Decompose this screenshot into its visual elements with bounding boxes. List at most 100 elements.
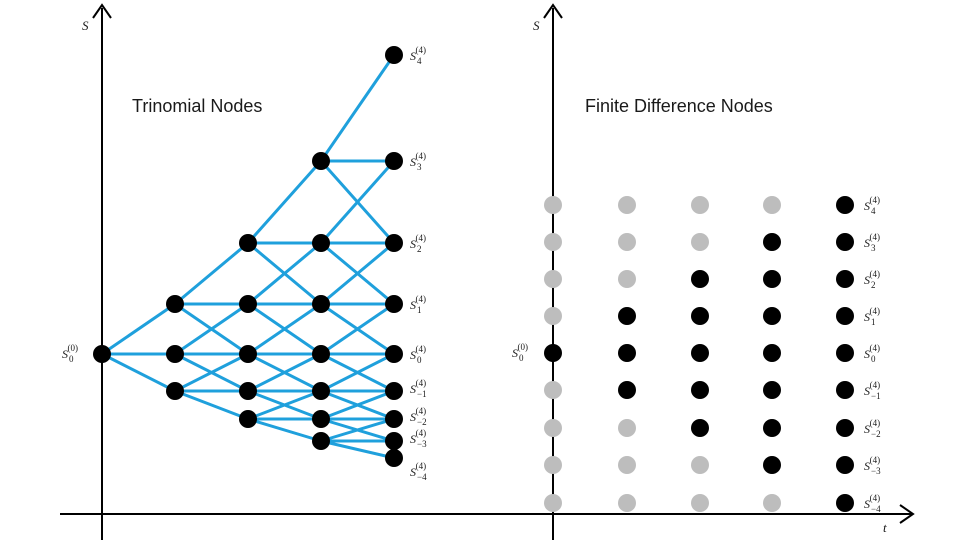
- left-y-axis-label: S: [82, 18, 89, 33]
- tree-terminal-label-sub: −4: [417, 472, 427, 482]
- fd-terminal-label: S1(4): [864, 306, 880, 327]
- tree-terminal-label-base: S: [410, 382, 416, 396]
- fd-node-active: [691, 419, 709, 437]
- fd-node-active: [836, 494, 854, 512]
- fd-node-active: [618, 381, 636, 399]
- tree-terminal-label-base: S: [410, 237, 416, 251]
- tree-start-label-base: S: [62, 347, 68, 361]
- trinomial-terminal-labels: S4(4)S3(4)S2(4)S1(4)S0(4)S−1(4)S−2(4)S−3…: [410, 45, 427, 482]
- tree-terminal-label-base: S: [410, 432, 416, 446]
- fd-node-active: [763, 307, 781, 325]
- tree-terminal-label-sup: (4): [416, 344, 427, 354]
- fd-node-inactive: [544, 494, 562, 512]
- fd-node-active: [836, 344, 854, 362]
- tree-edge: [246, 417, 323, 443]
- fd-node-inactive: [618, 419, 636, 437]
- tree-terminal-label-base: S: [410, 410, 416, 424]
- tree-edge: [319, 53, 396, 163]
- fd-terminal-label-sub: −1: [871, 391, 881, 401]
- tree-terminal-label: S−2(4): [410, 406, 427, 427]
- fd-node-active: [836, 270, 854, 288]
- fd-node-inactive: [618, 494, 636, 512]
- fd-node-inactive: [618, 196, 636, 214]
- tree-terminal-label-sup: (4): [416, 151, 427, 161]
- tree-node: [385, 432, 403, 450]
- fd-node-active: [763, 456, 781, 474]
- fd-terminal-label-base: S: [864, 497, 870, 511]
- tree-edge: [319, 389, 396, 421]
- tree-terminal-label-sup: (4): [416, 294, 427, 304]
- fd-terminal-label-sub: 4: [871, 206, 876, 216]
- tree-terminal-label: S−1(4): [410, 378, 427, 399]
- fd-terminal-label-sup: (4): [870, 493, 881, 503]
- tree-node: [385, 234, 403, 252]
- fd-node-inactive: [618, 270, 636, 288]
- finite-difference-nodes: [544, 196, 854, 512]
- tree-terminal-label-sub: 1: [417, 305, 422, 315]
- tree-terminal-label-base: S: [410, 155, 416, 169]
- tree-node: [312, 234, 330, 252]
- fd-terminal-label-base: S: [864, 347, 870, 361]
- fd-node-active: [763, 419, 781, 437]
- fd-terminal-label-sup: (4): [870, 306, 881, 316]
- tree-edge: [246, 302, 323, 356]
- tree-terminal-label-sub: −2: [417, 417, 427, 427]
- tree-node: [312, 432, 330, 450]
- fd-terminal-label-sub: −4: [871, 504, 881, 514]
- tree-node: [312, 345, 330, 363]
- fd-terminal-label-sup: (4): [870, 232, 881, 242]
- tree-terminal-label-sub: 3: [417, 162, 422, 172]
- fd-terminal-label: S3(4): [864, 232, 880, 253]
- fd-node-inactive: [544, 233, 562, 251]
- fd-node-active: [544, 344, 562, 362]
- tree-node: [166, 382, 184, 400]
- tree-terminal-label-base: S: [410, 465, 416, 479]
- tree-edge: [319, 417, 396, 443]
- tree-node: [93, 345, 111, 363]
- fd-terminal-label-sub: 3: [871, 243, 876, 253]
- fd-node-active: [836, 196, 854, 214]
- fd-start-label: S0(0): [512, 342, 528, 363]
- tree-terminal-label-sub: −3: [417, 439, 427, 449]
- tree-node: [312, 382, 330, 400]
- fd-node-active: [618, 307, 636, 325]
- tree-terminal-label-sup: (4): [416, 233, 427, 243]
- fd-node-active: [691, 307, 709, 325]
- tree-terminal-label: S−3(4): [410, 428, 427, 449]
- tree-node: [385, 382, 403, 400]
- fd-node-active: [763, 381, 781, 399]
- left-y-axis-arrowhead: [92, 3, 112, 19]
- tree-node: [239, 295, 257, 313]
- fd-node-active: [763, 344, 781, 362]
- fd-node-active: [836, 456, 854, 474]
- tree-edge: [246, 241, 323, 306]
- tree-terminal-label-base: S: [410, 298, 416, 312]
- tree-terminal-label-sup: (4): [416, 428, 427, 438]
- fd-node-inactive: [691, 456, 709, 474]
- fd-node-inactive: [618, 233, 636, 251]
- tree-edge: [319, 302, 396, 356]
- fd-terminal-label-sub: 0: [871, 354, 876, 364]
- tree-node: [385, 410, 403, 428]
- fd-terminal-label-sup: (4): [870, 380, 881, 390]
- trinomial-title: Trinomial Nodes: [132, 96, 262, 116]
- tree-node: [385, 152, 403, 170]
- tree-edge: [319, 439, 396, 460]
- fd-node-inactive: [544, 196, 562, 214]
- tree-terminal-label-sub: 0: [417, 355, 422, 365]
- fd-terminal-label: S2(4): [864, 269, 880, 290]
- fd-node-active: [691, 270, 709, 288]
- tree-edge: [100, 302, 177, 356]
- fd-node-active: [618, 344, 636, 362]
- tree-terminal-label: S3(4): [410, 151, 426, 172]
- tree-edge: [100, 352, 177, 393]
- tree-edge: [319, 241, 396, 306]
- fd-start-label-base: S: [512, 346, 518, 360]
- fd-start-label-sub: 0: [519, 353, 524, 363]
- tree-start-label-sub: 0: [69, 354, 74, 364]
- fd-node-active: [691, 344, 709, 362]
- fd-terminal-label: S−1(4): [864, 380, 881, 401]
- fd-node-inactive: [544, 381, 562, 399]
- tree-start-label-sup: (0): [68, 343, 79, 353]
